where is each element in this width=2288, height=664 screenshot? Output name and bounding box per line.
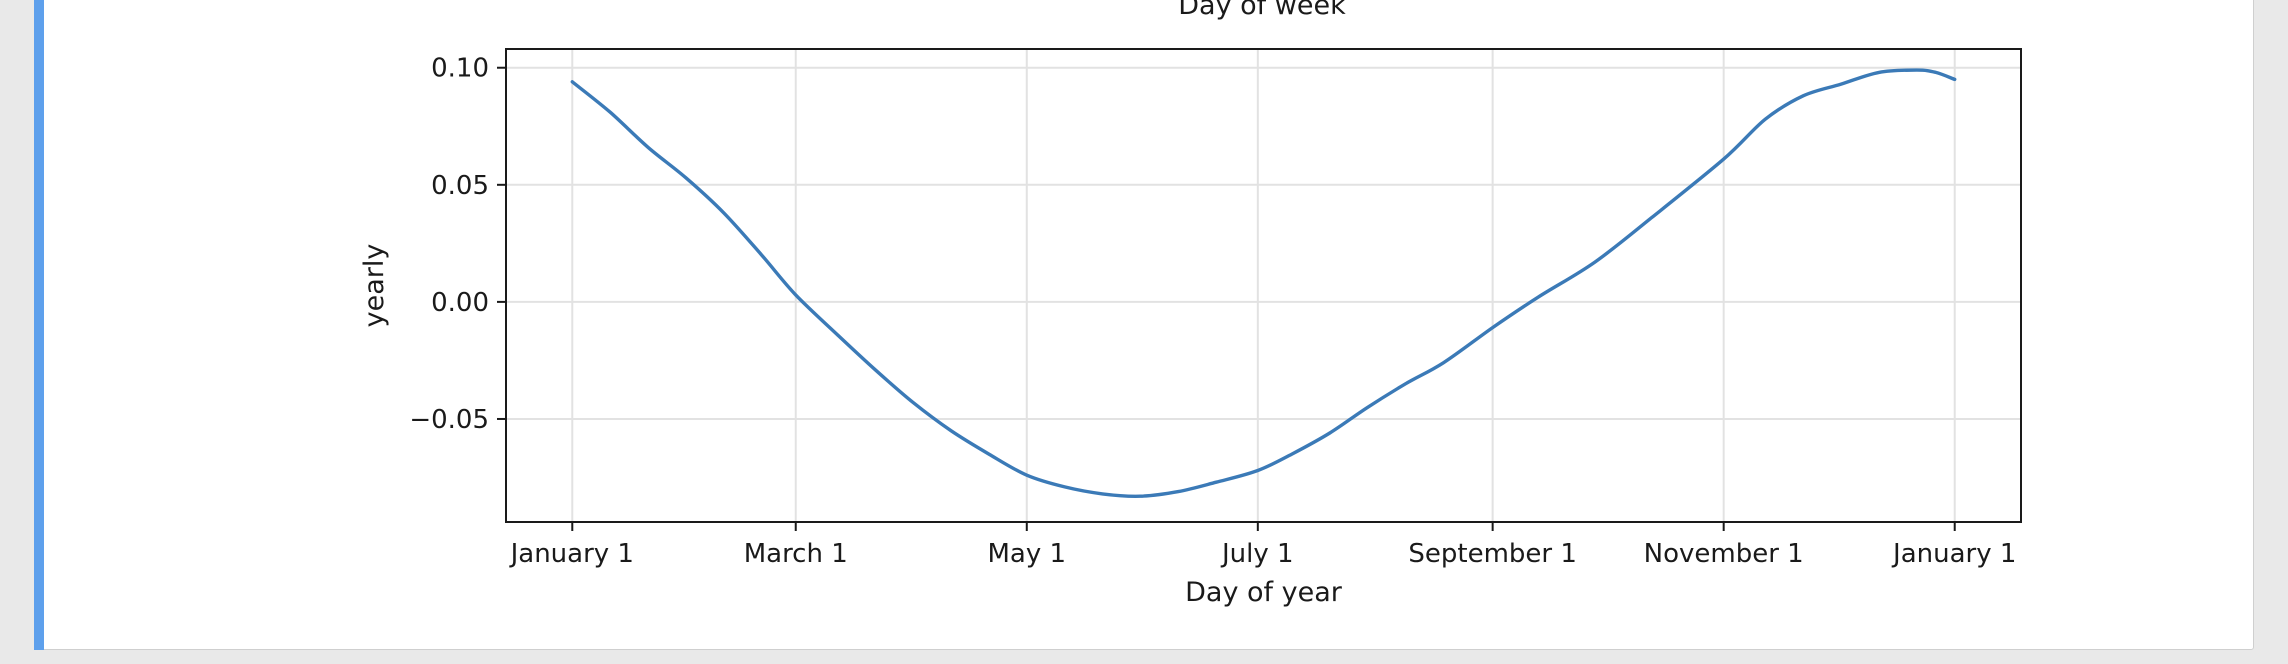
output-cell bbox=[34, 0, 2254, 650]
series-line-yearly bbox=[570, 68, 1957, 498]
x-tick-label: January 1 bbox=[509, 539, 634, 569]
y-tick-label: −0.05 bbox=[409, 405, 489, 435]
x-axis-label: Day of year bbox=[1185, 577, 1343, 608]
y-tick-label: 0.00 bbox=[431, 288, 489, 318]
plot-frame bbox=[505, 48, 2022, 523]
x-tick-label: September 1 bbox=[1408, 539, 1577, 569]
x-tick-label: March 1 bbox=[744, 539, 848, 569]
grid bbox=[506, 49, 2021, 522]
x-tick-label: July 1 bbox=[1220, 539, 1294, 569]
tick-marks bbox=[497, 66, 1956, 531]
y-axis-label: yearly bbox=[359, 244, 390, 328]
y-tick-label: 0.10 bbox=[431, 54, 489, 84]
x-tick-label: November 1 bbox=[1644, 539, 1804, 569]
y-tick-label: 0.05 bbox=[431, 171, 489, 201]
x-tick-label: January 1 bbox=[1891, 539, 2016, 569]
partial-subplot-label: Day of week bbox=[1178, 0, 1346, 21]
tick-labels: January 1 March 1 May 1 July 1 September 1 No… bbox=[409, 54, 2016, 569]
x-tick-label: May 1 bbox=[988, 539, 1067, 569]
cell-selection-bar bbox=[34, 0, 44, 650]
